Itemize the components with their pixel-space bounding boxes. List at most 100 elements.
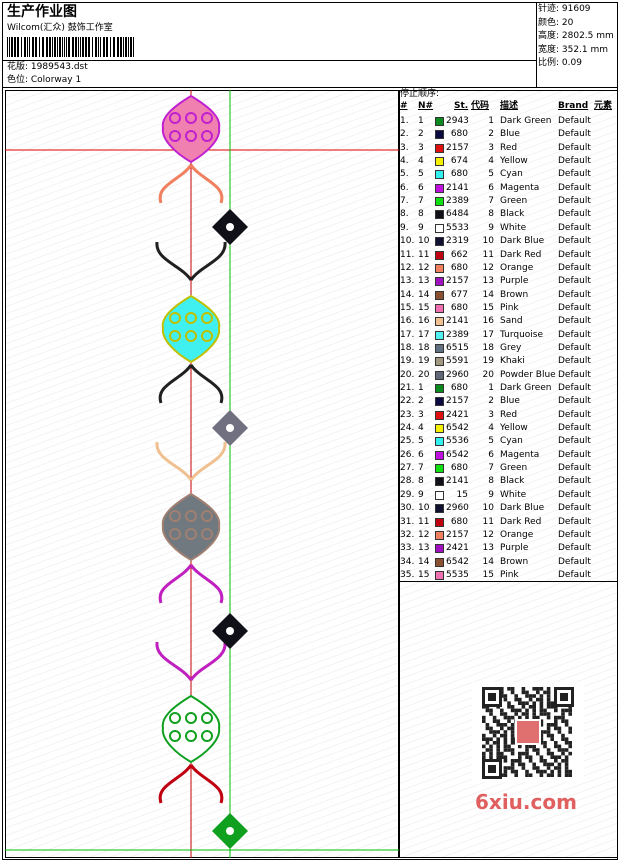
qr-cell xyxy=(492,715,497,720)
color-swatch xyxy=(435,157,444,167)
qr-cell xyxy=(496,751,500,756)
qr-cell xyxy=(568,741,572,745)
row-description: Grey xyxy=(500,342,522,353)
qr-cell xyxy=(532,694,536,698)
qr-cell xyxy=(525,769,529,774)
qr-cell xyxy=(492,733,497,738)
design-box xyxy=(2,60,537,88)
qr-cell xyxy=(536,751,540,756)
row-description: White xyxy=(500,222,527,233)
qr-cell xyxy=(557,773,562,777)
qr-cell xyxy=(546,705,551,709)
bar xyxy=(130,37,132,57)
row-brand: Default xyxy=(558,516,591,527)
medallion-swirl xyxy=(185,130,197,142)
qr-cell xyxy=(561,733,565,738)
qr-cell xyxy=(536,690,540,695)
row-code: 8 xyxy=(488,209,494,220)
stat: 针迹: 91609 xyxy=(538,4,591,14)
qr-cell xyxy=(525,690,529,695)
bar xyxy=(49,37,51,57)
row-index: 11. xyxy=(400,249,415,260)
row-stitches: 2319 xyxy=(446,236,469,247)
qr-cell xyxy=(496,748,500,752)
qr-cell xyxy=(539,723,544,727)
bar xyxy=(9,37,10,57)
qr-cell xyxy=(500,751,504,756)
row-description: Dark Green xyxy=(500,116,552,126)
row-stitches: 2157 xyxy=(446,529,469,540)
qr-cell xyxy=(510,766,515,770)
qr-cell xyxy=(510,737,515,741)
qr-cell xyxy=(518,759,522,763)
qr-cell xyxy=(546,723,551,727)
row-description: Pink xyxy=(500,302,519,313)
medallion-swirl xyxy=(201,730,213,742)
qr-cell xyxy=(521,701,526,705)
row-stitches: 2960 xyxy=(446,503,469,514)
qr-cell xyxy=(507,744,511,749)
qr-cell xyxy=(550,755,554,759)
qr-cell xyxy=(546,694,551,698)
row-index: 18. xyxy=(400,342,415,353)
row-index: 25. xyxy=(400,436,415,447)
row-stitches: 6515 xyxy=(446,342,469,353)
qr-cell xyxy=(510,769,515,774)
color-swatch xyxy=(435,290,444,300)
color-swatch xyxy=(435,570,444,580)
bar xyxy=(35,37,37,57)
bar xyxy=(80,37,81,57)
row-index: 24. xyxy=(400,423,415,434)
qr-cell xyxy=(564,766,569,770)
scroll xyxy=(189,364,224,404)
column-header: # xyxy=(400,101,408,111)
row-code: 13 xyxy=(482,276,494,287)
qr-cell xyxy=(489,744,493,749)
qr-cell xyxy=(496,744,500,749)
qr-cell xyxy=(568,726,572,731)
qr-cell xyxy=(532,762,536,767)
qr-cell xyxy=(539,708,544,713)
row-index: 2. xyxy=(400,129,409,140)
qr-cell xyxy=(557,730,562,734)
qr-cell xyxy=(507,766,511,770)
qr-cell xyxy=(514,694,518,698)
row-needle: 7 xyxy=(418,196,424,207)
row-index: 21. xyxy=(400,383,415,393)
row-stitches: 2141 xyxy=(446,316,469,327)
row-code: 2 xyxy=(488,129,494,140)
row-brand: Default xyxy=(558,396,591,407)
qr-cell xyxy=(525,755,529,759)
qr-cell xyxy=(536,697,540,702)
scroll xyxy=(158,164,193,204)
row-stitches: 680 xyxy=(450,383,468,393)
qr-cell xyxy=(546,690,551,695)
qr-cell xyxy=(492,741,497,745)
medallion-swirl xyxy=(169,130,181,142)
qr-cell xyxy=(561,737,565,741)
scroll xyxy=(189,164,224,204)
medallion-swirl xyxy=(201,330,213,342)
color-swatch xyxy=(435,210,444,220)
qr-cell xyxy=(510,690,515,695)
row-description: Turquoise xyxy=(500,329,544,340)
row-stitches: 5535 xyxy=(446,569,469,580)
qr-cell xyxy=(485,708,490,713)
row-description: Sand xyxy=(500,316,523,327)
bar xyxy=(21,37,22,57)
qr-cell xyxy=(543,730,547,734)
qr-cell xyxy=(507,719,511,723)
bar xyxy=(7,37,8,57)
qr-cell xyxy=(539,755,544,759)
qr-cell xyxy=(503,759,508,763)
qr-cell xyxy=(539,773,544,777)
scroll xyxy=(189,241,227,281)
scroll xyxy=(155,241,193,281)
qr-cell xyxy=(564,741,569,745)
qr-cell xyxy=(564,759,569,763)
row-needle: 14 xyxy=(418,556,430,567)
qr-cell xyxy=(564,755,569,759)
qr-cell xyxy=(518,701,522,705)
qr-cell xyxy=(489,755,493,759)
